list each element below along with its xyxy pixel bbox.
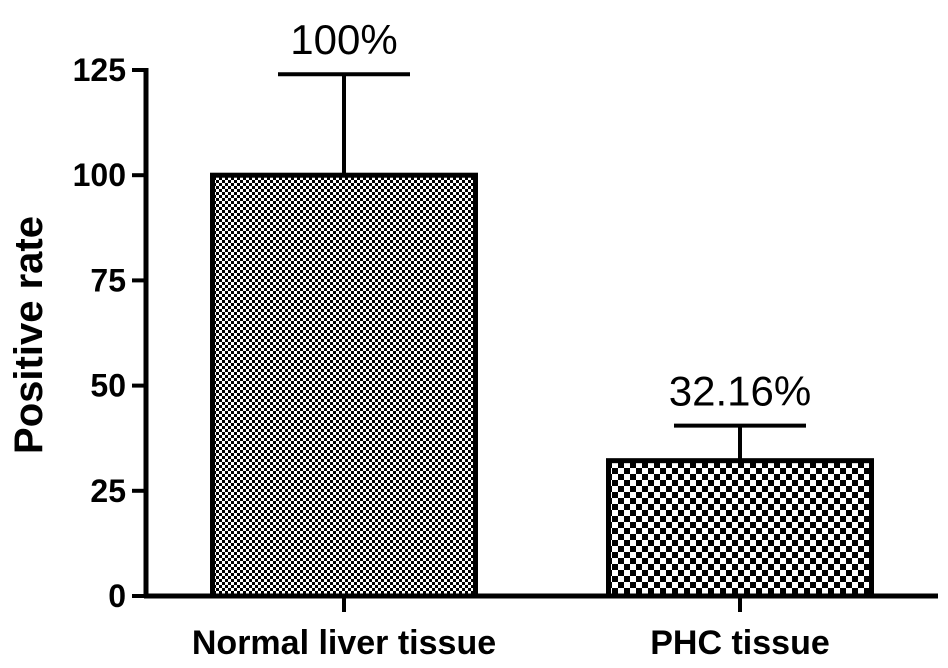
y-axis-title: Positive rate <box>7 216 51 454</box>
x-axis: Normal liver tissue PHC tissue <box>144 593 938 662</box>
x-tick-label: Normal liver tissue <box>192 624 496 662</box>
data-label: 100% <box>290 16 397 63</box>
y-axis: 0 25 50 75 100 125 <box>73 52 149 614</box>
bar <box>210 172 478 599</box>
bar <box>606 458 874 599</box>
y-tick-label: 25 <box>90 473 126 509</box>
y-tick-label: 50 <box>90 368 126 404</box>
data-label: 32.16% <box>669 368 811 415</box>
y-tick-label: 100 <box>73 157 126 193</box>
data-labels: 100% 32.16% <box>290 16 811 414</box>
y-tick-label: 75 <box>90 262 126 298</box>
error-bars <box>278 72 806 461</box>
x-tick-label: PHC tissue <box>650 624 830 662</box>
y-tick-label: 125 <box>73 52 126 88</box>
y-tick-label: 0 <box>108 578 126 614</box>
